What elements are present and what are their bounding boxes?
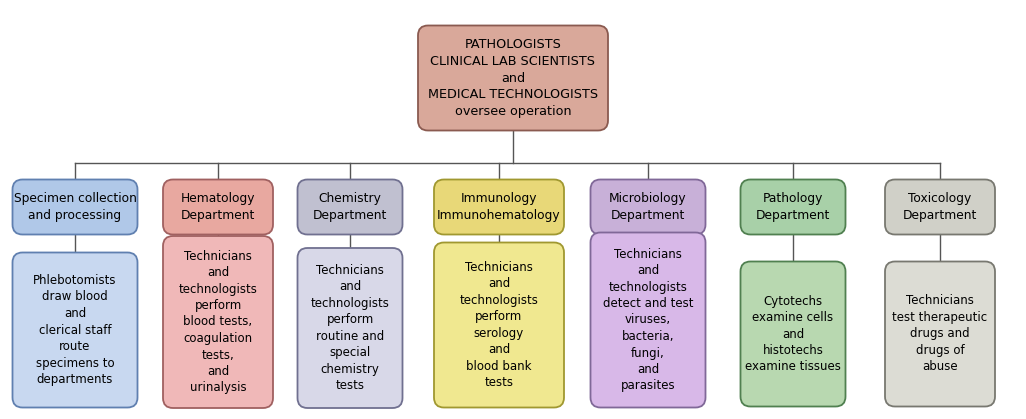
Text: Chemistry
Department: Chemistry Department xyxy=(313,192,387,222)
Text: Phlebotomists
draw blood
and
clerical staff
route
specimens to
departments: Phlebotomists draw blood and clerical st… xyxy=(33,274,117,386)
Text: Technicians
test therapeutic
drugs and
drugs of
abuse: Technicians test therapeutic drugs and d… xyxy=(893,295,988,373)
FancyBboxPatch shape xyxy=(298,179,402,235)
Text: Technicians
and
technologists
perform
serology
and
blood bank
tests: Technicians and technologists perform se… xyxy=(460,261,539,389)
Text: Specimen collection
and processing: Specimen collection and processing xyxy=(13,192,136,222)
FancyBboxPatch shape xyxy=(885,179,995,235)
FancyBboxPatch shape xyxy=(163,236,273,408)
Text: Toxicology
Department: Toxicology Department xyxy=(903,192,977,222)
Text: PATHOLOGISTS
CLINICAL LAB SCIENTISTS
and
MEDICAL TECHNOLOGISTS
oversee operation: PATHOLOGISTS CLINICAL LAB SCIENTISTS and… xyxy=(428,39,598,117)
Text: Microbiology
Department: Microbiology Department xyxy=(609,192,686,222)
FancyBboxPatch shape xyxy=(434,243,564,408)
FancyBboxPatch shape xyxy=(12,253,137,408)
FancyBboxPatch shape xyxy=(741,179,845,235)
FancyBboxPatch shape xyxy=(591,179,706,235)
FancyBboxPatch shape xyxy=(298,248,402,408)
Text: Immunology
Immunohematology: Immunology Immunohematology xyxy=(437,192,561,222)
Text: Cytotechs
examine cells
and
histotechs
examine tissues: Cytotechs examine cells and histotechs e… xyxy=(745,295,841,373)
Text: Technicians
and
technologists
perform
routine and
special
chemistry
tests: Technicians and technologists perform ro… xyxy=(311,264,390,392)
Text: Pathology
Department: Pathology Department xyxy=(756,192,830,222)
FancyBboxPatch shape xyxy=(741,261,845,406)
FancyBboxPatch shape xyxy=(591,233,706,408)
Text: Technicians
and
technologists
perform
blood tests,
coagulation
tests,
and
urinal: Technicians and technologists perform bl… xyxy=(179,249,258,395)
FancyBboxPatch shape xyxy=(163,179,273,235)
FancyBboxPatch shape xyxy=(12,179,137,235)
FancyBboxPatch shape xyxy=(418,26,608,130)
FancyBboxPatch shape xyxy=(885,261,995,406)
Text: Technicians
and
technologists
detect and test
viruses,
bacteria,
fungi,
and
para: Technicians and technologists detect and… xyxy=(602,248,694,393)
Text: Hematology
Department: Hematology Department xyxy=(181,192,255,222)
FancyBboxPatch shape xyxy=(434,179,564,235)
